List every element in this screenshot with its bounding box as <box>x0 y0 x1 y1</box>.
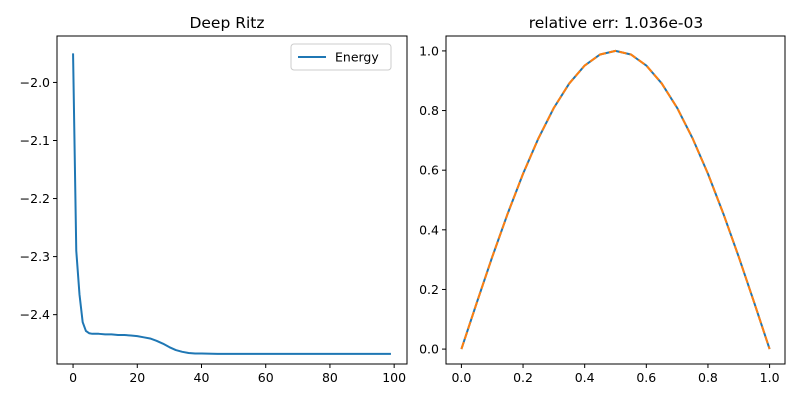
energy-line <box>72 53 391 355</box>
x-tick-label: 100 <box>382 370 406 385</box>
y-tick-label: 0.6 <box>419 163 439 178</box>
energy-chart: Deep Ritz 0 20 40 60 80 100 −2.4 −2.3 −2.2 −2.1 −2… <box>20 14 408 385</box>
y-tick-label: 0.0 <box>419 342 439 357</box>
x-tick-label: 20 <box>129 370 145 385</box>
y-tick-label: −2.1 <box>20 133 50 148</box>
y-tick-label: −2.3 <box>20 249 50 264</box>
y-tick-label: 0.2 <box>419 282 439 297</box>
y-tick-label: −2.4 <box>20 307 50 322</box>
x-tick-label: 0 <box>69 370 77 385</box>
legend-label-energy: Energy <box>335 50 379 65</box>
chart-title: Deep Ritz <box>189 14 264 32</box>
y-tick-label: 1.0 <box>419 43 439 58</box>
series-2-line <box>460 49 771 350</box>
x-tick-label: 0.8 <box>698 370 718 385</box>
x-tick-label: 80 <box>322 370 338 385</box>
chart-title: relative err: 1.036e-03 <box>529 14 704 32</box>
plot-area: 0.0 0.2 0.4 0.6 0.8 1.0 0.0 0.2 0.4 0.6 0.8 1.0 <box>419 35 786 385</box>
axes-frame <box>445 35 786 365</box>
x-tick-label: 0.4 <box>575 370 595 385</box>
plot-area: 0 20 40 60 80 100 −2.4 −2.3 −2.2 −2.1 −2.0 <box>20 35 408 385</box>
y-tick-label: 0.8 <box>419 103 439 118</box>
x-tick-label: 0.0 <box>451 370 471 385</box>
x-tick-label: 60 <box>258 370 274 385</box>
y-tick-label: 0.4 <box>419 222 439 237</box>
y-tick-label: −2.0 <box>20 75 50 90</box>
legend-box <box>290 43 392 71</box>
x-tick-label: 0.2 <box>513 370 533 385</box>
legend: Energy <box>290 43 392 71</box>
x-tick-label: 0.6 <box>636 370 656 385</box>
solution-chart: relative err: 1.036e-03 0.0 0.2 0.4 0.6 0.8 1… <box>419 14 786 385</box>
x-tick-label: 1.0 <box>760 370 780 385</box>
x-tick-label: 40 <box>194 370 210 385</box>
axes-frame <box>56 35 408 365</box>
y-tick-label: −2.2 <box>20 191 50 206</box>
